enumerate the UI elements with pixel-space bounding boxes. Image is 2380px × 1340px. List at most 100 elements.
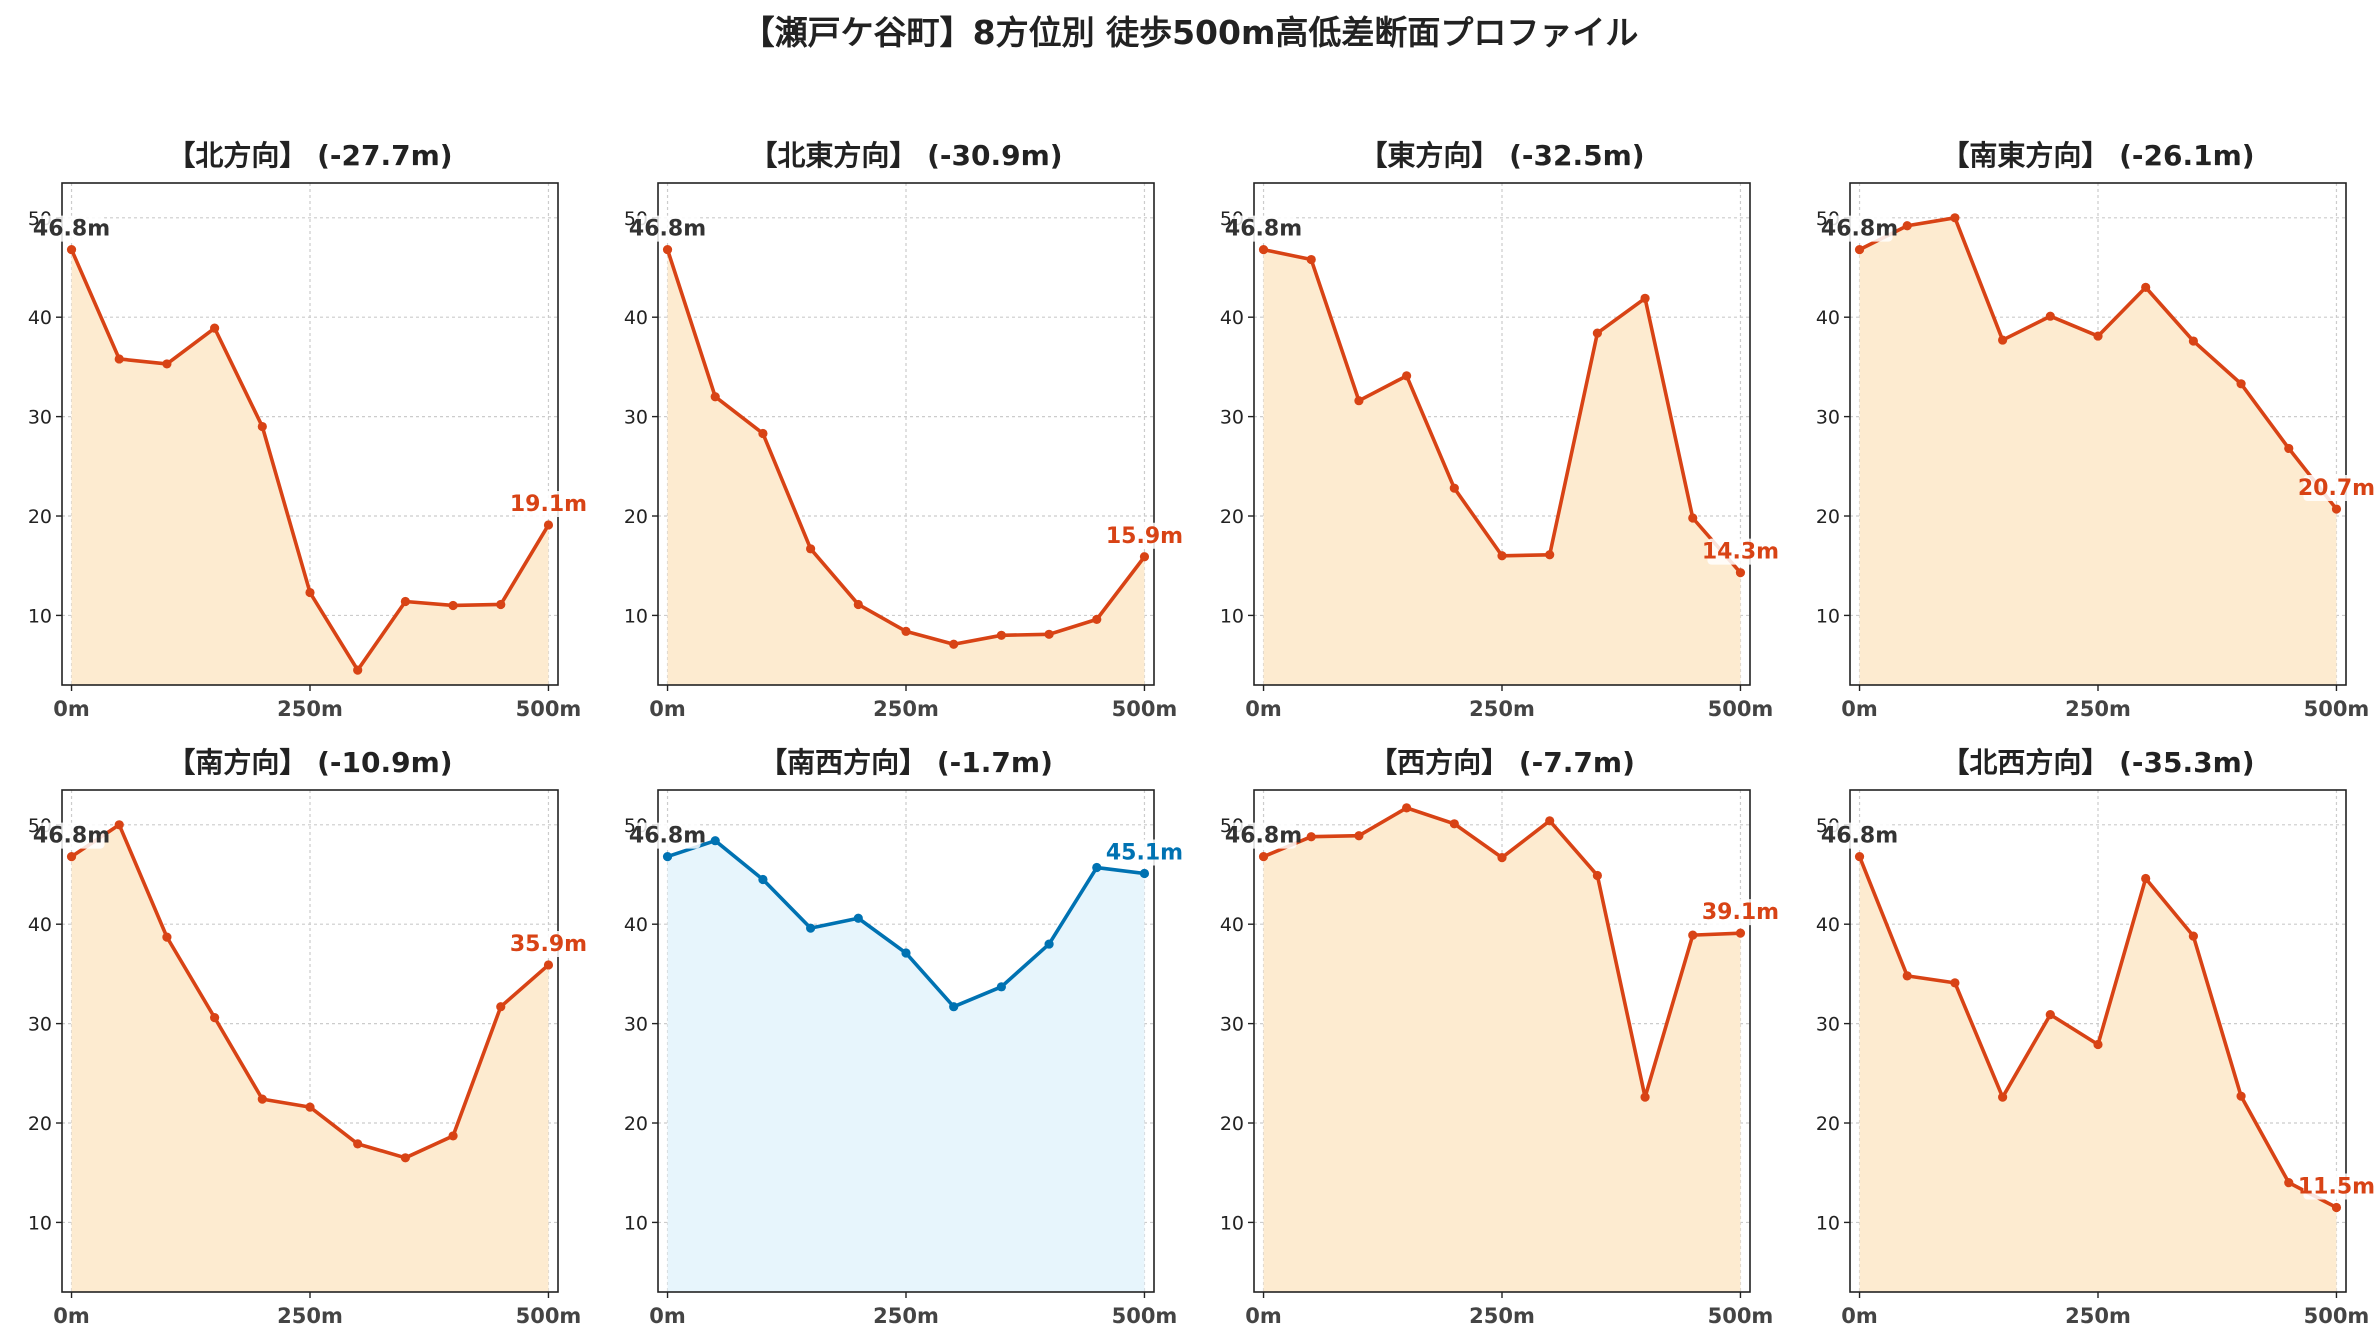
panel-6: 【南西方向】 (-1.7m)10203040500m250m500m46.8m4… xyxy=(624,746,1183,1328)
data-point xyxy=(901,948,911,958)
x-tick-label: 0m xyxy=(53,697,90,721)
end-label-bg xyxy=(515,490,582,517)
data-point xyxy=(1044,629,1054,639)
data-point xyxy=(2284,1178,2294,1188)
start-elevation-label: 46.8m xyxy=(1821,824,1898,849)
y-tick-label: 30 xyxy=(28,407,52,429)
y-tick-label: 40 xyxy=(624,307,648,329)
figure-title: 【瀬戸ケ谷町】8方位別 徒歩500m高低差断面プロファイル xyxy=(742,13,1639,52)
data-point xyxy=(996,982,1006,992)
y-tick-label: 30 xyxy=(1816,407,1840,429)
profile-area xyxy=(1859,856,2337,1292)
data-point xyxy=(1950,978,1960,988)
end-label-bg xyxy=(1707,538,1774,565)
y-tick-label: 40 xyxy=(1220,307,1244,329)
start-elevation-label: 46.8m xyxy=(1225,217,1302,242)
y-tick-label: 20 xyxy=(1220,506,1244,528)
y-tick-label: 20 xyxy=(28,506,52,528)
data-point xyxy=(400,596,410,607)
data-point xyxy=(949,1002,959,1012)
data-point xyxy=(1497,551,1507,561)
data-point xyxy=(1258,245,1269,255)
start-label-bg xyxy=(1230,215,1297,242)
panel-title: 【東方向】 (-32.5m) xyxy=(1359,139,1644,172)
start-label-bg xyxy=(38,215,105,242)
data-point xyxy=(1640,1092,1650,1102)
panel-1: 【北方向】 (-27.7m)10203040500m250m500m46.8m1… xyxy=(28,139,587,721)
data-point xyxy=(710,392,720,402)
data-point xyxy=(448,600,458,611)
data-point xyxy=(1258,852,1269,862)
y-tick-label: 10 xyxy=(624,1212,648,1234)
data-point xyxy=(1139,868,1150,879)
data-point xyxy=(1735,928,1746,938)
data-point xyxy=(1497,852,1507,863)
x-tick-label: 500m xyxy=(2304,1304,2370,1328)
x-tick-label: 0m xyxy=(1245,697,1282,721)
y-tick-label: 10 xyxy=(1220,1212,1244,1234)
data-point xyxy=(710,836,720,846)
start-elevation-label: 46.8m xyxy=(629,217,706,242)
data-point xyxy=(1354,396,1364,406)
data-point xyxy=(1545,550,1555,560)
data-point xyxy=(758,874,768,885)
data-point xyxy=(353,1139,363,1149)
start-label-bg xyxy=(634,215,701,242)
x-tick-label: 250m xyxy=(2065,1304,2131,1328)
start-elevation-label: 46.8m xyxy=(33,217,110,242)
x-tick-label: 250m xyxy=(1469,1304,1535,1328)
start-label-bg xyxy=(38,822,105,849)
x-tick-label: 0m xyxy=(1245,1304,1282,1328)
data-point xyxy=(662,852,673,862)
y-tick-label: 40 xyxy=(1220,914,1244,936)
profile-area xyxy=(667,249,1145,685)
data-point xyxy=(2093,331,2103,341)
x-tick-label: 250m xyxy=(2065,697,2131,721)
data-point xyxy=(162,932,172,942)
data-point xyxy=(2141,282,2151,292)
y-tick-label: 30 xyxy=(1816,1014,1840,1036)
data-point xyxy=(210,323,220,333)
x-tick-label: 500m xyxy=(516,697,582,721)
y-tick-label: 30 xyxy=(624,1014,648,1036)
data-point xyxy=(543,520,554,530)
data-point xyxy=(1854,245,1865,255)
x-tick-label: 500m xyxy=(2304,697,2370,721)
y-tick-label: 20 xyxy=(1816,1113,1840,1135)
end-elevation-label: 35.9m xyxy=(510,932,587,957)
end-elevation-label: 39.1m xyxy=(1702,900,1779,925)
end-label-bg xyxy=(1707,899,1774,926)
data-point xyxy=(1402,803,1412,813)
data-point xyxy=(2045,311,2055,321)
panel-title: 【北西方向】 (-35.3m) xyxy=(1941,746,2254,779)
panel-title: 【北方向】 (-27.7m) xyxy=(167,139,452,172)
panel-7: 【西方向】 (-7.7m)10203040500m250m500m46.8m39… xyxy=(1220,746,1779,1328)
x-tick-label: 0m xyxy=(1841,697,1878,721)
data-point xyxy=(853,599,863,610)
end-elevation-label: 15.9m xyxy=(1106,524,1183,549)
y-tick-label: 30 xyxy=(1220,407,1244,429)
y-tick-label: 40 xyxy=(624,914,648,936)
y-tick-label: 10 xyxy=(1816,605,1840,627)
data-point xyxy=(853,913,863,923)
start-elevation-label: 46.8m xyxy=(629,824,706,849)
data-point xyxy=(1306,254,1316,265)
x-tick-label: 500m xyxy=(1708,697,1774,721)
y-tick-label: 30 xyxy=(624,407,648,429)
profile-area xyxy=(1263,249,1741,685)
data-point xyxy=(353,665,363,675)
data-point xyxy=(1044,939,1054,949)
panel-title: 【北東方向】 (-30.9m) xyxy=(749,139,1062,172)
data-point xyxy=(1592,328,1602,338)
panel-title: 【南東方向】 (-26.1m) xyxy=(1941,139,2254,172)
profile-area xyxy=(1263,807,1741,1292)
start-label-bg xyxy=(1826,215,1893,242)
x-tick-label: 0m xyxy=(1841,1304,1878,1328)
y-tick-label: 10 xyxy=(1816,1212,1840,1234)
data-point xyxy=(1735,568,1746,578)
start-label-bg xyxy=(1826,822,1893,849)
x-tick-label: 0m xyxy=(53,1304,90,1328)
y-tick-label: 30 xyxy=(1220,1014,1244,1036)
data-point xyxy=(1950,213,1960,223)
data-point xyxy=(1449,483,1459,493)
